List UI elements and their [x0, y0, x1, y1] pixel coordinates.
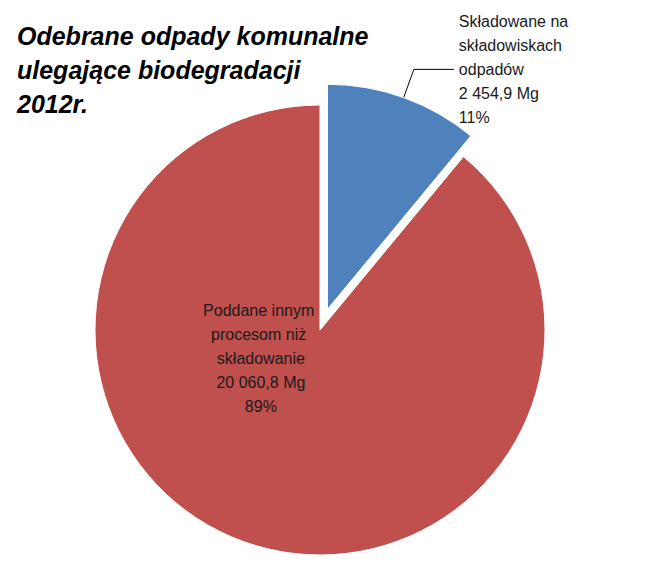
svg-text:Odebrane odpady komunalne: Odebrane odpady komunalne: [17, 22, 369, 50]
svg-text:procesom niż: procesom niż: [211, 326, 311, 343]
svg-text:Poddane innym: Poddane innym: [203, 302, 319, 319]
svg-text:Składowane na: Składowane na: [459, 13, 573, 30]
svg-text:2012r.: 2012r.: [16, 90, 88, 118]
svg-text:odpadów: odpadów: [459, 61, 524, 78]
svg-text:składowanie: składowanie: [217, 350, 305, 367]
svg-text:89%: 89%: [245, 398, 277, 415]
svg-text:2 454,9 Mg: 2 454,9 Mg: [459, 85, 539, 102]
svg-text:20 060,8 Mg: 20 060,8 Mg: [216, 374, 305, 391]
svg-text:ulegające biodegradacji: ulegające biodegradacji: [17, 56, 301, 84]
svg-text:składowiskach: składowiskach: [459, 37, 567, 54]
svg-text:11%: 11%: [459, 109, 490, 126]
